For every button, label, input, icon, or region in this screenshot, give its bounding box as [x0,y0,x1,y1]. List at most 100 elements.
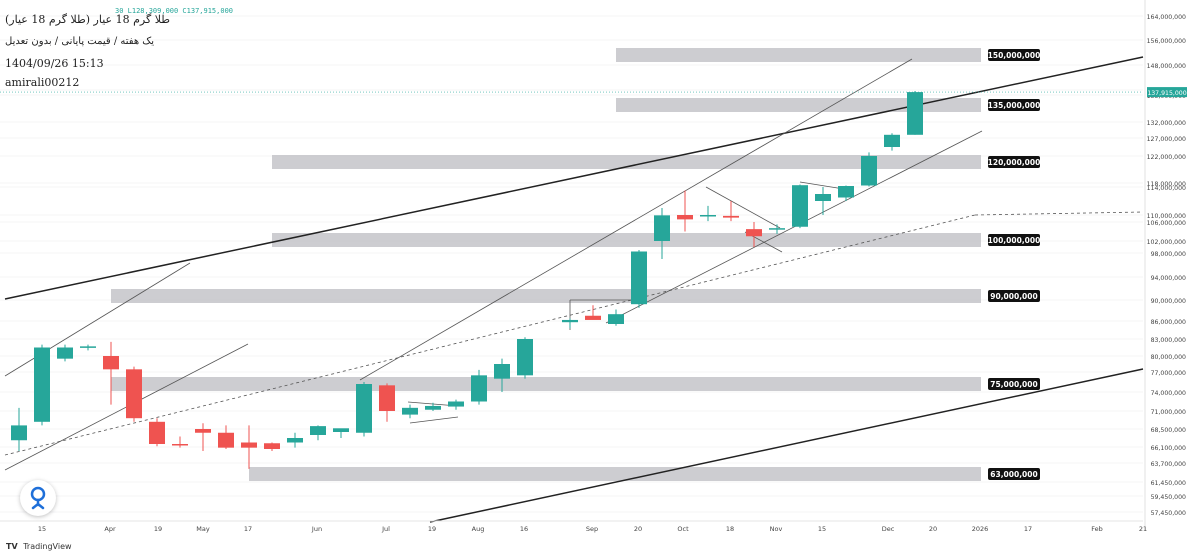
x-tick-label: 15 [818,525,826,533]
candle-up[interactable] [494,358,510,392]
candle-up[interactable] [333,428,349,438]
x-tick-label: Nov [770,525,783,533]
candle-up[interactable] [11,407,27,451]
y-tick-label: 114,000,000 [1147,185,1186,192]
candle-up[interactable] [448,399,464,410]
candle-up[interactable] [310,425,326,441]
x-tick-label: Dec [882,525,895,533]
candle-body [746,229,762,237]
candle-body [562,319,578,323]
flag-bottom[interactable] [409,416,459,424]
candle-down[interactable] [103,341,119,405]
x-tick-label: Jul [381,525,390,533]
candle-up[interactable] [884,133,900,151]
candle-up[interactable] [907,91,923,135]
candle-down[interactable] [585,305,601,320]
footer-brand[interactable]: TV TradingView [6,542,72,551]
ohlc-readout: 30 L128,309,000 C137,915,000 [115,7,234,15]
y-axis[interactable]: 164,000,000156,000,000148,000,000140,000… [0,0,1187,530]
candle-up[interactable] [562,318,578,329]
level-label-bg [988,156,1040,168]
main-channel-bottom[interactable] [605,130,983,324]
last-price-text: 137,915,000 [1147,90,1186,97]
candle-down[interactable] [241,425,257,469]
y-tick-label: 77,000,000 [1151,370,1186,377]
candle-down[interactable] [746,222,762,247]
candle-up[interactable] [654,208,670,259]
candle-down[interactable] [172,436,188,448]
candle-up[interactable] [631,250,647,308]
candle-up[interactable] [792,184,808,229]
candle-body [654,215,670,241]
candle-up[interactable] [402,404,418,419]
candle-body [80,346,96,348]
level-label[interactable]: 150,000,000 [988,49,1041,61]
level-label-text: 150,000,000 [988,51,1041,60]
main-channel-top[interactable] [359,58,913,381]
level-label[interactable]: 90,000,000 [988,290,1040,302]
price-zone [272,155,981,169]
candle-up[interactable] [700,205,716,222]
candle-up[interactable] [769,224,785,234]
candle-up[interactable] [471,369,487,405]
level-label-text: 100,000,000 [988,236,1041,245]
chart-datetime: 1404/09/26 15:13 [5,57,104,70]
y-tick-label: 66,100,000 [1151,445,1186,452]
candle-body [448,401,464,407]
last-price-tag: 137,915,000 [1147,87,1187,98]
candle-up[interactable] [34,344,50,426]
price-zone [616,98,981,112]
candle-up[interactable] [517,337,533,379]
candle-body [792,185,808,227]
candle-body [884,134,900,147]
candle-up[interactable] [356,382,372,437]
y-tick-label: 164,000,000 [1147,14,1186,21]
candle-body [172,444,188,446]
candle-up[interactable] [608,309,624,326]
candle-body [356,384,372,433]
candle-body [494,364,510,379]
candle-up[interactable] [838,185,854,202]
x-tick-label: Sep [586,525,598,533]
resistance-trendline[interactable] [4,56,1144,300]
candle-body [218,432,234,448]
candle-down[interactable] [264,442,280,452]
candle-body [11,425,27,441]
x-axis[interactable]: 15 Apr 19 May 17 Jun Jul 19 Aug 16 Sep 20 Oct 18 Nov 15… [0,520,1147,533]
candle-body [379,385,395,411]
level-label[interactable]: 100,000,000 [988,234,1041,246]
candle-down[interactable] [218,425,234,449]
candle-down[interactable] [379,383,395,422]
level-label[interactable]: 75,000,000 [988,378,1040,390]
support-trendline[interactable] [429,368,1144,523]
candle-up[interactable] [80,344,96,351]
y-tick-label: 83,000,000 [1151,337,1186,344]
candle-up[interactable] [57,344,73,362]
wedge-top[interactable] [705,186,781,229]
candle-body [723,215,739,218]
y-tick-label: 98,000,000 [1151,251,1186,258]
level-label[interactable]: 63,000,000 [988,468,1040,480]
candle-up[interactable] [815,187,831,215]
dashed-trendline[interactable] [4,214,976,456]
candle-body [149,421,165,444]
candle-down[interactable] [723,201,739,222]
level-label[interactable]: 135,000,000 [988,99,1041,111]
level-label[interactable]: 120,000,000 [988,156,1041,168]
y-tick-label: 57,450,000 [1151,510,1186,517]
candle-up[interactable] [861,152,877,187]
level-label-bg [988,290,1040,302]
candle-down[interactable] [195,423,211,451]
candle-up[interactable] [287,432,303,448]
y-tick-label: 148,000,000 [1147,63,1186,70]
price-zone [111,377,981,391]
candle-up[interactable] [425,402,441,411]
candle-down[interactable] [677,190,693,232]
trend-lines [4,56,1144,523]
dashed-trendline-ext[interactable] [974,211,1144,216]
candle-down[interactable] [149,418,165,447]
candle-down[interactable] [126,366,142,422]
app-logo-icon[interactable] [20,480,56,516]
